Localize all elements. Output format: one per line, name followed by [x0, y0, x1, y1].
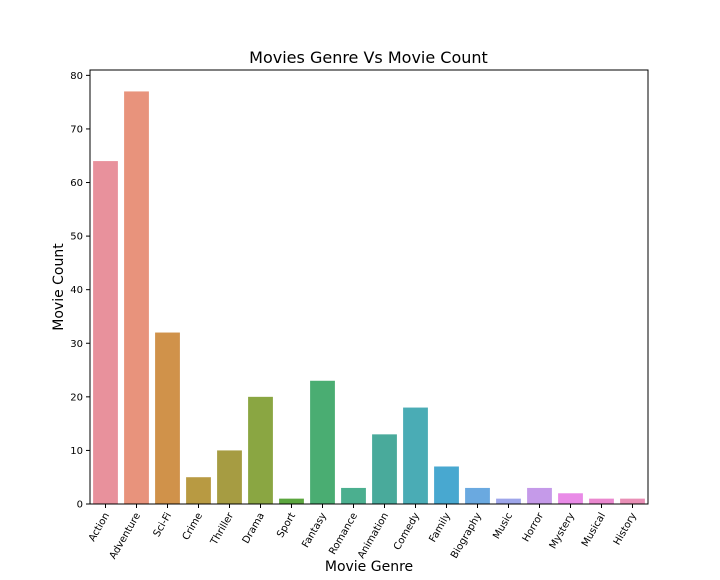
y-tick-label: 0 — [77, 500, 83, 511]
x-tick-label: Music — [491, 511, 515, 541]
x-tick-label: History — [612, 511, 639, 547]
x-tick-label: Sci-Fi — [152, 511, 175, 539]
y-tick-label: 20 — [70, 392, 83, 403]
y-tick-label: 70 — [70, 124, 83, 135]
x-tick-label: Romance — [327, 511, 360, 557]
bar-history — [620, 498, 645, 504]
bar-mystery — [558, 493, 583, 504]
bar-thriller — [217, 450, 242, 504]
y-tick-label: 40 — [70, 285, 83, 296]
x-tick-label: Musical — [580, 511, 608, 549]
bar-music — [496, 498, 521, 504]
x-tick-label: Comedy — [392, 511, 422, 552]
x-tick-label: Biography — [449, 511, 484, 561]
bar-sci-fi — [155, 332, 180, 504]
bar-horror — [527, 487, 552, 504]
bars-group — [93, 91, 645, 505]
x-tick-label: Mystery — [548, 511, 577, 551]
bar-action — [93, 161, 118, 504]
bar-family — [434, 466, 459, 504]
y-tick-label: 80 — [70, 71, 83, 82]
y-tick-label: 50 — [70, 232, 83, 243]
x-tick-label: Thriller — [208, 510, 236, 548]
x-tick-label: Sport — [275, 511, 298, 540]
x-tick-label: Action — [87, 511, 112, 544]
bar-animation — [372, 434, 397, 504]
bar-adventure — [124, 91, 149, 505]
x-axis-label: Movie Genre — [325, 559, 413, 575]
x-tick-label: Fantasy — [300, 511, 329, 550]
y-axis-label: Movie Count — [51, 243, 67, 331]
bar-drama — [248, 396, 273, 504]
y-tick-label: 10 — [70, 446, 83, 457]
x-tick-label: Horror — [521, 510, 547, 544]
bar-crime — [186, 477, 211, 504]
bar-romance — [341, 487, 366, 504]
y-tick-label: 30 — [70, 339, 83, 350]
y-tick-label: 60 — [70, 178, 83, 189]
x-tick-label: Drama — [241, 511, 267, 546]
y-axis: 0 10 20 30 40 50 60 70 80 — [70, 71, 90, 511]
x-tick-label: Crime — [181, 511, 205, 542]
chart-title: Movies Genre Vs Movie Count — [249, 48, 488, 67]
bar-musical — [589, 498, 614, 504]
bar-comedy — [403, 407, 428, 504]
plot-frame — [89, 69, 649, 505]
x-tick-label: Family — [427, 511, 453, 544]
bar-sport — [279, 498, 304, 504]
x-tick-label: Adventure — [108, 511, 143, 561]
bar-fantasy — [310, 380, 335, 504]
bar-biography — [465, 487, 490, 504]
x-tick-label: Animation — [356, 511, 391, 561]
